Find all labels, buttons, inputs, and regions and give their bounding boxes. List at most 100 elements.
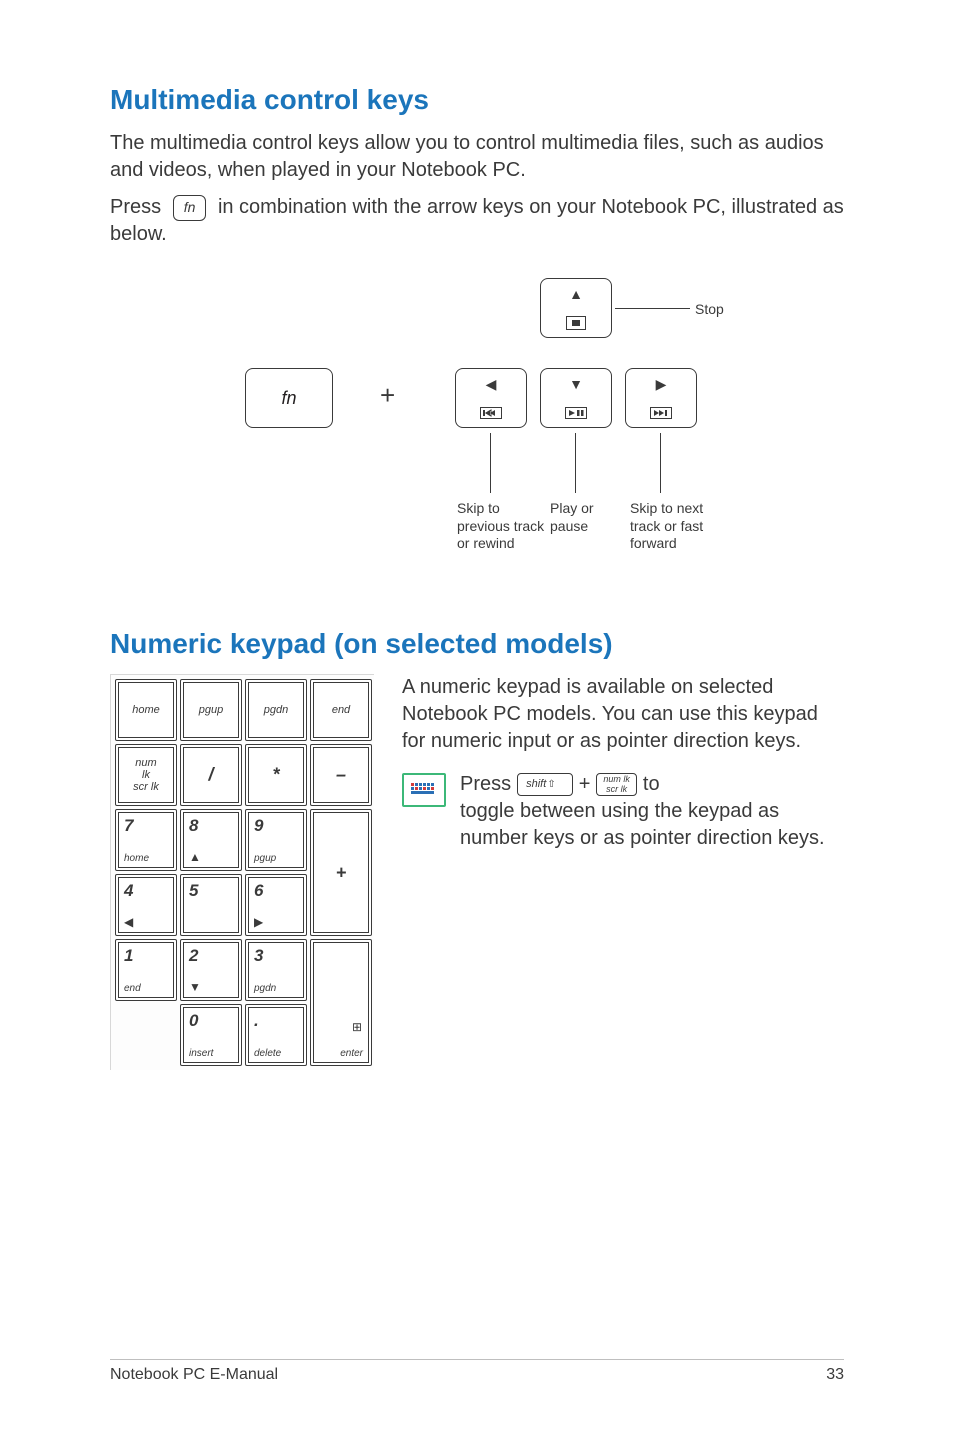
keyboard-note-icon [402, 773, 446, 807]
kp-0-num: 0 [189, 1011, 198, 1031]
diagram-fn-key: fn [245, 368, 333, 428]
kp-1: 1 end [115, 939, 177, 1001]
stop-icon [566, 316, 586, 330]
note-press: Press [460, 771, 511, 798]
kp-dot: . delete [245, 1004, 307, 1066]
kp-star: * [245, 744, 307, 806]
right-triangle-icon: ▶ [656, 377, 667, 391]
kp-3-num: 3 [254, 946, 263, 966]
fn-key-inline: fn [173, 195, 207, 221]
fn-label: fn [281, 388, 296, 409]
kp-pgdn: pgdn [245, 679, 307, 741]
down-triangle-icon: ▼ [569, 377, 583, 391]
kp-8-num: 8 [189, 816, 198, 836]
heading-multimedia: Multimedia control keys [110, 84, 844, 116]
kp-numlk-label: num lkscr lk [133, 757, 160, 793]
kp-empty [115, 1004, 177, 1066]
kp-minus-label: – [336, 765, 346, 786]
multimedia-intro: The multimedia control keys allow you to… [110, 130, 844, 184]
kp-8: 8▲ [180, 809, 242, 871]
prev-track-icon [480, 407, 502, 419]
kp-dot-sub: delete [254, 1048, 281, 1059]
kp-numlk: num lkscr lk [115, 744, 177, 806]
shift-label: shift [526, 778, 546, 790]
kp-2-num: 2 [189, 946, 198, 966]
note-plus: + [579, 771, 591, 798]
note-row: Press shift⇧ + num lkscr lk to toggle be… [402, 771, 844, 852]
kp-9-sub: pgup [254, 853, 276, 864]
diagram-up-key: ▲ [540, 278, 612, 338]
kp-pgup: pgup [180, 679, 242, 741]
multimedia-diagram: fn + ▲ Stop ◀ ▼ ▶ [110, 268, 844, 598]
play-pause-icon [565, 407, 587, 419]
kp-home: home [115, 679, 177, 741]
kp-2: 2▼ [180, 939, 242, 1001]
kp-7: 7 home [115, 809, 177, 871]
diagram-left-key: ◀ [455, 368, 527, 428]
kp-3: 3 pgdn [245, 939, 307, 1001]
page-footer: Notebook PC E-Manual 33 [110, 1359, 844, 1384]
play-leader-line [575, 433, 576, 493]
diagram-plus: + [380, 380, 395, 411]
kp-7-num: 7 [124, 816, 133, 836]
calculator-icon: ⊞ [352, 1020, 362, 1034]
numeric-keypad-illustration: home pgup pgdn end num lkscr lk / * – 7 h… [110, 674, 374, 1070]
kp-4: 4◀ [115, 874, 177, 936]
next-leader-line [660, 433, 661, 493]
kp-0: 0 insert [180, 1004, 242, 1066]
kp-pgdn-label: pgdn [264, 704, 288, 716]
note-to: to [643, 771, 660, 798]
diagram-down-key: ▼ [540, 368, 612, 428]
kp-6-arrow-icon: ▶ [254, 915, 263, 929]
kp-1-num: 1 [124, 946, 133, 966]
kp-6: 6▶ [245, 874, 307, 936]
prev-leader-line [490, 433, 491, 493]
kp-pgup-label: pgup [199, 704, 223, 716]
kp-home-label: home [132, 704, 160, 716]
footer-page-number: 33 [826, 1366, 844, 1384]
kp-4-arrow-icon: ◀ [124, 915, 133, 929]
play-label: Play or pause [550, 500, 620, 535]
kp-dot-num: . [254, 1011, 259, 1031]
kp-2-arrow-icon: ▼ [189, 980, 201, 994]
kp-plus-label: + [336, 862, 347, 883]
kp-4-num: 4 [124, 881, 133, 901]
next-label: Skip to next track or fast forward [630, 500, 730, 553]
kp-3-sub: pgdn [254, 983, 276, 994]
note-text: Press shift⇧ + num lkscr lk to toggle be… [460, 771, 844, 852]
prev-label: Skip to previous track or rewind [457, 500, 547, 553]
kp-end: end [310, 679, 372, 741]
stop-leader-line [615, 308, 690, 309]
shift-key-inline: shift⇧ [517, 773, 573, 795]
up-triangle-icon: ▲ [569, 287, 583, 301]
kp-slash-label: / [208, 765, 213, 786]
numeric-intro: A numeric keypad is available on selecte… [402, 674, 844, 755]
kp-9: 9 pgup [245, 809, 307, 871]
heading-numeric: Numeric keypad (on selected models) [110, 628, 844, 660]
kp-5: 5 [180, 874, 242, 936]
numlk-stack: num lkscr lk [603, 775, 630, 794]
kp-0-sub: insert [189, 1048, 213, 1059]
kp-1-sub: end [124, 983, 141, 994]
kp-enter-label: enter [340, 1048, 363, 1059]
note-rest: toggle between using the keypad as numbe… [460, 798, 844, 852]
diagram-right-key: ▶ [625, 368, 697, 428]
kp-star-label: * [272, 765, 279, 786]
kp-7-sub: home [124, 853, 149, 864]
kp-enter: enter ⊞ [310, 939, 372, 1066]
kp-8-arrow-icon: ▲ [189, 850, 201, 864]
kp-9-num: 9 [254, 816, 263, 836]
kp-minus: – [310, 744, 372, 806]
press-before: Press [110, 196, 161, 218]
left-triangle-icon: ◀ [486, 377, 497, 391]
footer-left: Notebook PC E-Manual [110, 1366, 278, 1384]
kp-plus: + [310, 809, 372, 936]
stop-label: Stop [695, 301, 724, 319]
kp-6-num: 6 [254, 881, 263, 901]
numlk-key-inline: num lkscr lk [596, 773, 637, 796]
kp-5-num: 5 [189, 881, 198, 901]
kp-slash: / [180, 744, 242, 806]
press-after: in combination with the arrow keys on yo… [110, 196, 844, 245]
next-track-icon [650, 407, 672, 419]
kp-end-label: end [332, 704, 350, 716]
